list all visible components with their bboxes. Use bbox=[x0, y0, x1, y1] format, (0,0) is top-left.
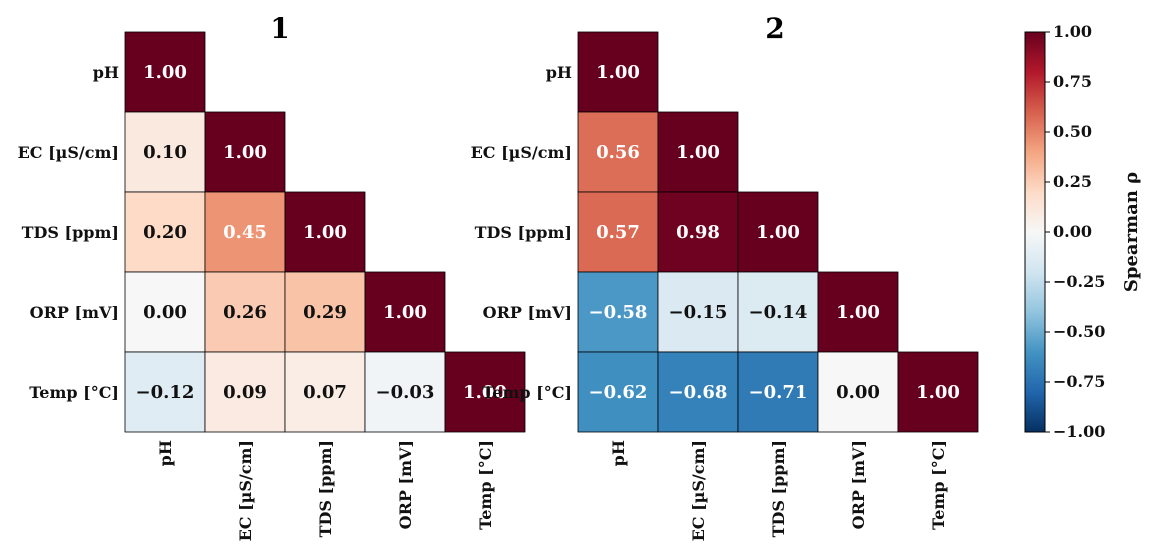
cell-value-label: 0.00 bbox=[143, 302, 187, 323]
row-label: ORP [mV] bbox=[483, 303, 572, 322]
cell-value-label: −0.12 bbox=[136, 382, 195, 403]
heatmap-cell bbox=[657, 351, 739, 433]
cell-value-label: 0.20 bbox=[143, 222, 187, 243]
colorbar-tick-label: −0.25 bbox=[1053, 272, 1105, 291]
cell-value-label: 1.00 bbox=[756, 222, 800, 243]
column-label: ORP [mV] bbox=[849, 440, 868, 529]
cell-value-label: 1.00 bbox=[303, 222, 347, 243]
heatmap-cell bbox=[577, 271, 659, 353]
heatmap-cell bbox=[204, 111, 286, 193]
heatmap-cell bbox=[284, 191, 366, 273]
heatmap-cell bbox=[364, 351, 446, 433]
cell-value-label: −0.62 bbox=[589, 382, 648, 403]
heatmap-cell bbox=[737, 191, 819, 273]
column-label: ORP [mV] bbox=[396, 440, 415, 529]
heatmap-cell bbox=[284, 351, 366, 433]
cell-value-label: 0.57 bbox=[596, 222, 640, 243]
cell-value-label: 1.00 bbox=[676, 142, 720, 163]
heatmap-cell bbox=[444, 351, 526, 433]
row-label: TDS [ppm] bbox=[475, 223, 572, 242]
heatmap-cells: 1.00 0.10 1.00 0.20 0.45 1.00 0.00 0.26 0.29 1.00… bbox=[124, 31, 526, 433]
heatmap-cell bbox=[204, 191, 286, 273]
column-label: pH bbox=[609, 440, 628, 466]
colorbar-tick-label: 0.00 bbox=[1053, 222, 1092, 241]
cell-value-label: 0.09 bbox=[223, 382, 267, 403]
cell-value-label: 1.00 bbox=[383, 302, 427, 323]
column-label: TDS [ppm] bbox=[769, 440, 788, 537]
cell-value-label: 0.98 bbox=[676, 222, 720, 243]
cell-value-label: 1.00 bbox=[223, 142, 267, 163]
panel-title: 1 bbox=[270, 12, 289, 45]
cell-value-label: 0.10 bbox=[143, 142, 187, 163]
heatmap-cell bbox=[124, 31, 206, 113]
column-label: Temp [°C] bbox=[929, 440, 948, 530]
row-label: Temp [°C] bbox=[482, 383, 572, 402]
column-labels: pH EC [µS/cm] TDS [ppm] ORP [mV] Temp [°C] bbox=[156, 440, 495, 541]
row-label: Temp [°C] bbox=[29, 383, 119, 402]
heatmap-cell bbox=[657, 111, 739, 193]
cell-value-label: −0.71 bbox=[749, 382, 808, 403]
row-label: pH bbox=[93, 63, 119, 82]
row-label: EC [µS/cm] bbox=[471, 143, 572, 162]
colorbar-tick-label: 1.00 bbox=[1053, 22, 1092, 41]
row-label: ORP [mV] bbox=[30, 303, 119, 322]
cell-value-label: −0.14 bbox=[749, 302, 808, 323]
colorbar-tick-label: 0.50 bbox=[1053, 122, 1092, 141]
cell-value-label: 0.00 bbox=[836, 382, 880, 403]
cell-value-label: −0.03 bbox=[376, 382, 435, 403]
column-label: TDS [ppm] bbox=[316, 440, 335, 537]
heatmap-cell bbox=[817, 271, 899, 353]
heatmap-cell bbox=[204, 271, 286, 353]
column-labels: pH EC [µS/cm] TDS [ppm] ORP [mV] Temp [°C] bbox=[609, 440, 948, 541]
heatmap-panel-1: 1 1.000.10 1.000.20 0.45 1.000.00 0.26 0.29 1.… bbox=[18, 12, 526, 541]
heatmap-cell bbox=[577, 31, 659, 113]
cell-value-label: 0.07 bbox=[303, 382, 347, 403]
colorbar-label: Spearman ρ bbox=[1121, 172, 1142, 292]
cell-value-label: −0.68 bbox=[669, 382, 728, 403]
colorbar-tick-label: 0.25 bbox=[1053, 172, 1092, 191]
cell-value-label: 1.00 bbox=[836, 302, 880, 323]
colorbar: 1.00 0.75 0.50 0.25 0.00 −0.25 −0.50 −0.75 −1.00… bbox=[1024, 22, 1142, 441]
cell-value-label: −0.58 bbox=[589, 302, 648, 323]
cell-value-label: 0.56 bbox=[596, 142, 640, 163]
panel-title: 2 bbox=[765, 12, 784, 45]
colorbar-tick-label: 0.75 bbox=[1053, 72, 1092, 91]
heatmap-cell bbox=[364, 271, 446, 353]
heatmap-cell bbox=[897, 351, 979, 433]
heatmap-cell bbox=[577, 191, 659, 273]
heatmap-cells: 1.00 0.56 1.00 0.57 0.98 1.00 −0.58 −0.15 −0.14 1… bbox=[577, 31, 979, 433]
heatmap-cell bbox=[124, 111, 206, 193]
row-label: pH bbox=[546, 63, 572, 82]
colorbar-ticks: 1.00 0.75 0.50 0.25 0.00 −0.25 −0.50 −0.75 −1.00 bbox=[1045, 22, 1105, 441]
colorbar-tick-label: −0.50 bbox=[1053, 322, 1105, 341]
cell-value-label: 1.00 bbox=[596, 62, 640, 83]
column-label: EC [µS/cm] bbox=[689, 440, 708, 541]
column-label: EC [µS/cm] bbox=[236, 440, 255, 541]
heatmap-cell bbox=[577, 351, 659, 433]
cell-value-label: 0.26 bbox=[223, 302, 267, 323]
heatmap-cell bbox=[817, 351, 899, 433]
column-label: pH bbox=[156, 440, 175, 466]
row-label: TDS [ppm] bbox=[22, 223, 119, 242]
cell-value-label: 0.45 bbox=[223, 222, 267, 243]
heatmap-cell bbox=[124, 191, 206, 273]
cell-value-label: 1.00 bbox=[143, 62, 187, 83]
cell-value-label: 0.29 bbox=[303, 302, 347, 323]
cell-value-label: −0.15 bbox=[669, 302, 728, 323]
cell-value-label: 1.00 bbox=[463, 382, 507, 403]
heatmap-cell bbox=[737, 351, 819, 433]
colorbar-tick-label: −1.00 bbox=[1053, 422, 1105, 441]
row-label: EC [µS/cm] bbox=[18, 143, 119, 162]
colorbar-gradient bbox=[1024, 31, 1046, 433]
cell-value-label: 1.00 bbox=[916, 382, 960, 403]
colorbar-tick-label: −0.75 bbox=[1053, 372, 1105, 391]
heatmap-panel-2: 2 1.00 0.56 1.00 0.57 0.98 1.00 −0.58 −0.15 −0.1… bbox=[471, 12, 979, 541]
heatmap-cell bbox=[737, 271, 819, 353]
column-label: Temp [°C] bbox=[476, 440, 495, 530]
row-labels: pH EC [µS/cm] TDS [ppm] ORP [mV] Temp [°C] bbox=[471, 63, 572, 402]
row-labels: pH EC [µS/cm] TDS [ppm] ORP [mV] Temp [°C] bbox=[18, 63, 119, 402]
heatmap-cell bbox=[204, 351, 286, 433]
